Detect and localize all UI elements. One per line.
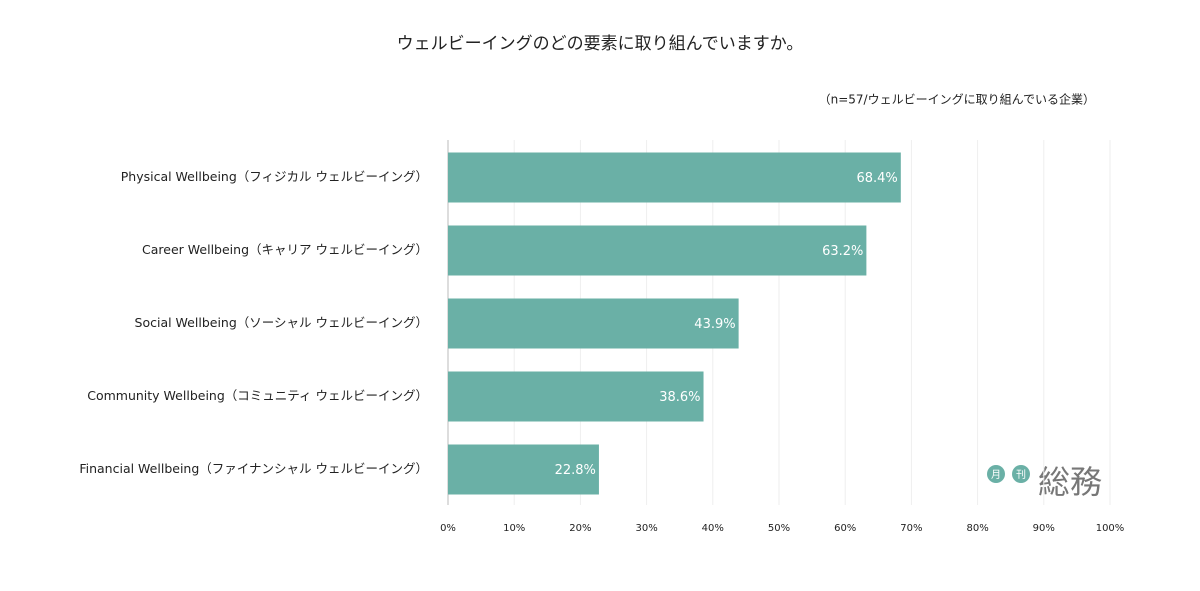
value-label: 68.4% [856,171,897,186]
x-tick-label: 60% [834,523,856,534]
x-tick-label: 20% [569,523,591,534]
y-tick-label: Community Wellbeing（コミュニティ ウェルビーイング） [87,388,428,403]
value-label: 63.2% [822,244,863,259]
chart-subtitle: （n=57/ウェルビーイングに取り組んでいる企業） [819,92,1095,107]
x-tick-label: 80% [966,523,988,534]
logo-badge-text: 月 [991,469,1001,481]
logo-badge [1012,465,1030,483]
bar [448,152,901,203]
logo-badge-text: 刊 [1016,469,1026,481]
y-tick-label: Financial Wellbeing（ファイナンシャル ウェルビーイング） [79,461,428,476]
bar [448,371,704,422]
x-tick-label: 100% [1096,523,1125,534]
logo: 月 刊 総務 [987,463,1102,501]
logo-badge [987,465,1005,483]
bar [448,298,739,349]
bar [448,225,867,276]
x-tick-label: 40% [702,523,724,534]
logo-text: 総務 [1038,463,1102,501]
x-tick-label: 90% [1033,523,1055,534]
chart-title: ウェルビーイングのどの要素に取り組んでいますか。 [397,34,804,54]
x-tick-label: 0% [440,523,456,534]
value-label: 22.8% [555,463,596,478]
value-label: 38.6% [659,390,700,405]
x-tick-label: 30% [635,523,657,534]
y-tick-label: Career Wellbeing（キャリア ウェルビーイング） [142,242,428,257]
x-tick-label: 50% [768,523,790,534]
value-label: 43.9% [694,317,735,332]
x-tick-label: 70% [900,523,922,534]
y-tick-label: Physical Wellbeing（フィジカル ウェルビーイング） [121,169,428,184]
y-tick-label: Social Wellbeing（ソーシャル ウェルビーイング） [135,315,428,330]
bar [448,444,599,495]
x-tick-label: 10% [503,523,525,534]
